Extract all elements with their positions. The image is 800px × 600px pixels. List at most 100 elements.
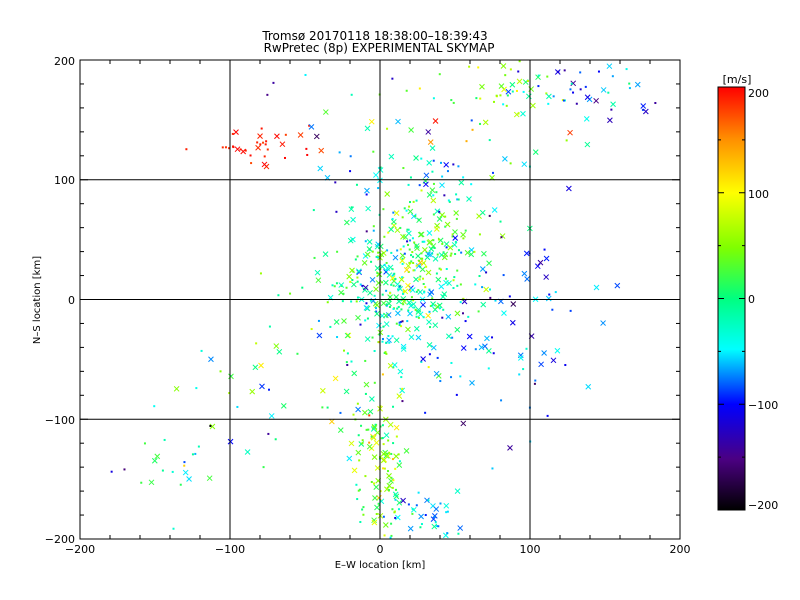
- data-point: [364, 240, 367, 243]
- data-point: [386, 452, 389, 455]
- x-tick-label: 0: [377, 543, 384, 556]
- data-point: [545, 92, 548, 95]
- data-point: [385, 341, 388, 344]
- data-point: [363, 304, 370, 311]
- data-point: [310, 328, 313, 331]
- data-point: [364, 251, 371, 258]
- data-point: [420, 356, 426, 362]
- data-point: [373, 484, 380, 490]
- data-point: [429, 145, 436, 151]
- data-point: [489, 288, 492, 291]
- data-point: [407, 183, 410, 186]
- data-point: [389, 292, 392, 295]
- data-point: [628, 82, 631, 85]
- data-point: [543, 255, 550, 262]
- data-point: [400, 376, 403, 379]
- data-point: [388, 226, 394, 233]
- data-point: [569, 88, 572, 91]
- data-point: [391, 335, 394, 338]
- data-point: [387, 439, 390, 442]
- data-point: [417, 289, 424, 295]
- colorbar-ticks: [718, 86, 745, 511]
- data-point: [429, 326, 432, 329]
- data-point: [424, 514, 427, 517]
- data-point: [172, 527, 175, 530]
- data-point: [572, 91, 575, 94]
- data-point: [347, 237, 354, 244]
- data-point: [482, 343, 488, 350]
- data-point: [368, 441, 371, 444]
- data-point: [454, 326, 461, 333]
- data-point: [267, 388, 270, 391]
- data-point: [386, 482, 393, 489]
- data-point: [400, 233, 406, 240]
- data-point: [359, 323, 362, 326]
- x-tick-label: 100: [520, 543, 541, 556]
- data-point: [364, 359, 367, 362]
- data-point: [385, 269, 388, 272]
- data-point: [426, 239, 433, 246]
- data-point: [452, 163, 455, 166]
- data-point: [524, 276, 530, 282]
- data-point: [329, 325, 332, 328]
- data-point: [333, 319, 340, 325]
- data-point: [464, 229, 467, 232]
- data-point: [361, 284, 364, 287]
- data-point: [409, 201, 412, 204]
- data-point: [518, 373, 521, 376]
- data-point: [420, 157, 423, 160]
- data-point: [356, 269, 362, 276]
- data-point: [345, 286, 348, 289]
- data-point: [528, 86, 535, 92]
- data-point: [308, 124, 311, 127]
- data-point: [276, 348, 283, 355]
- data-point: [390, 522, 393, 525]
- data-point: [435, 191, 438, 194]
- data-point: [392, 307, 395, 310]
- data-point: [376, 322, 382, 329]
- data-point: [400, 497, 406, 504]
- data-point: [468, 247, 475, 253]
- data-point: [642, 108, 649, 115]
- data-point: [256, 141, 259, 144]
- data-point: [110, 470, 113, 473]
- data-point: [371, 423, 378, 430]
- data-point: [344, 332, 351, 339]
- data-point: [444, 277, 447, 280]
- data-point: [466, 196, 472, 202]
- data-point: [228, 392, 231, 395]
- data-point: [387, 470, 390, 473]
- data-point: [195, 387, 198, 390]
- colorbar-tick-label: 0: [748, 293, 755, 306]
- colorbar-unit: [m/s]: [723, 73, 752, 86]
- data-point: [464, 320, 467, 323]
- data-point: [372, 495, 378, 501]
- data-point: [365, 230, 368, 233]
- data-point: [425, 129, 432, 135]
- data-point: [554, 291, 557, 294]
- data-point: [366, 443, 373, 450]
- data-point: [410, 254, 413, 257]
- data-point: [501, 310, 507, 316]
- data-point: [257, 133, 263, 139]
- data-point: [611, 75, 614, 78]
- data-point: [473, 250, 476, 253]
- data-point: [341, 318, 347, 324]
- data-point: [583, 116, 590, 122]
- data-point: [418, 87, 421, 90]
- data-point: [570, 82, 573, 85]
- data-point: [400, 343, 407, 350]
- data-point: [398, 285, 401, 288]
- data-point: [390, 218, 397, 225]
- data-point: [346, 455, 353, 462]
- data-point: [356, 255, 359, 258]
- data-point: [364, 392, 367, 395]
- y-tick-label: 0: [68, 294, 75, 307]
- data-point: [351, 370, 358, 377]
- data-point: [383, 279, 389, 286]
- data-point: [526, 80, 529, 83]
- data-point: [396, 462, 403, 468]
- data-point: [434, 208, 441, 215]
- data-point: [600, 320, 606, 326]
- data-point: [364, 336, 371, 342]
